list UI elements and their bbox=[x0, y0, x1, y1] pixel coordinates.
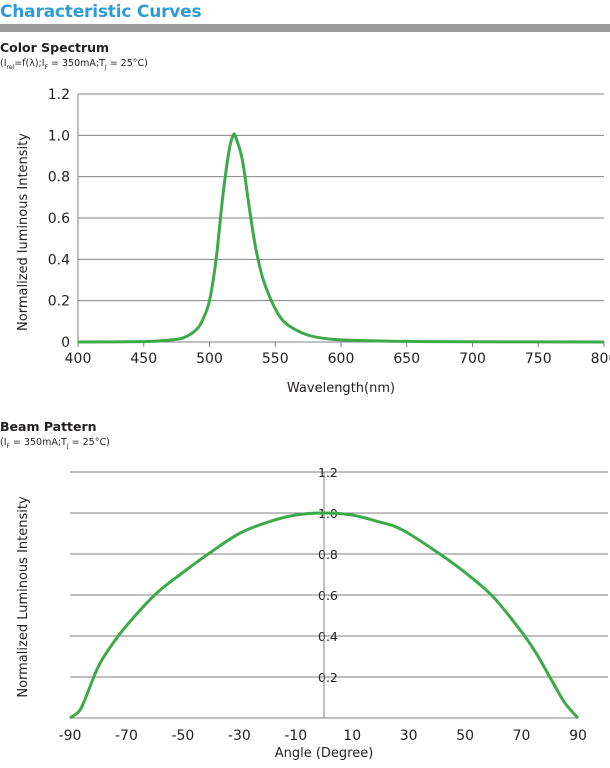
header-bar bbox=[0, 24, 610, 32]
x-tick-label: 700 bbox=[459, 351, 486, 367]
x-tick-label: 600 bbox=[328, 351, 355, 367]
x-tick-label: 750 bbox=[525, 351, 552, 367]
x-tick-label: 450 bbox=[130, 351, 157, 367]
beam-title: Beam Pattern bbox=[0, 419, 97, 434]
x-tick-label: 30 bbox=[400, 728, 418, 744]
y-tick-label: 0.4 bbox=[48, 252, 70, 268]
y-axis-label: Normalized Luminous Intensity bbox=[16, 496, 31, 698]
header-title: Characteristic Curves bbox=[0, 2, 202, 22]
spectrum-curve bbox=[77, 132, 605, 344]
x-tick-label: 90 bbox=[569, 728, 587, 744]
y-tick-label: 1.2 bbox=[318, 465, 338, 480]
x-tick-label: 800 bbox=[591, 351, 610, 367]
x-tick-label: 70 bbox=[513, 728, 531, 744]
y-tick-label: 0.6 bbox=[318, 588, 338, 603]
y-tick-label: 0 bbox=[61, 335, 70, 351]
x-tick-label: -50 bbox=[171, 728, 194, 744]
x-axis-label: Angle (Degree) bbox=[275, 746, 374, 761]
x-tick-label: 500 bbox=[196, 351, 223, 367]
y-tick-label: 1.0 bbox=[48, 128, 70, 144]
y-tick-label: 0.6 bbox=[48, 211, 70, 227]
x-tick-label: 650 bbox=[393, 351, 420, 367]
x-tick-label: 550 bbox=[262, 351, 289, 367]
spectrum-conditions: (Irel=f(λ);IF = 350mA;TJ = 25°C) bbox=[0, 58, 148, 71]
x-tick-label: 400 bbox=[65, 351, 92, 367]
y-tick-label: 0.8 bbox=[48, 170, 70, 186]
x-tick-label: -90 bbox=[59, 728, 82, 744]
x-tick-label: 10 bbox=[343, 728, 361, 744]
y-tick-label: 1.2 bbox=[48, 87, 70, 103]
y-axis-label: Normalized luminous Intensity bbox=[16, 133, 31, 331]
y-tick-label: 0.8 bbox=[318, 547, 338, 562]
y-tick-label: 0.4 bbox=[318, 629, 338, 644]
x-axis-label: Wavelength(nm) bbox=[287, 381, 395, 396]
x-tick-label: -30 bbox=[228, 728, 251, 744]
x-tick-label: -10 bbox=[284, 728, 307, 744]
x-tick-label: 50 bbox=[456, 728, 474, 744]
beam-conditions: (IF = 350mA;TJ = 25°C) bbox=[0, 437, 110, 450]
spectrum-title: Color Spectrum bbox=[0, 40, 110, 55]
beam-curve bbox=[69, 511, 580, 720]
x-tick-label: -70 bbox=[115, 728, 138, 744]
y-tick-label: 0.2 bbox=[318, 670, 338, 685]
y-tick-label: 0.2 bbox=[48, 294, 70, 310]
color-spectrum-chart: 0 0.2 0.4 0.6 0.8 1.0 1.2 400 450 500 550 600 650 700… bbox=[16, 87, 610, 396]
